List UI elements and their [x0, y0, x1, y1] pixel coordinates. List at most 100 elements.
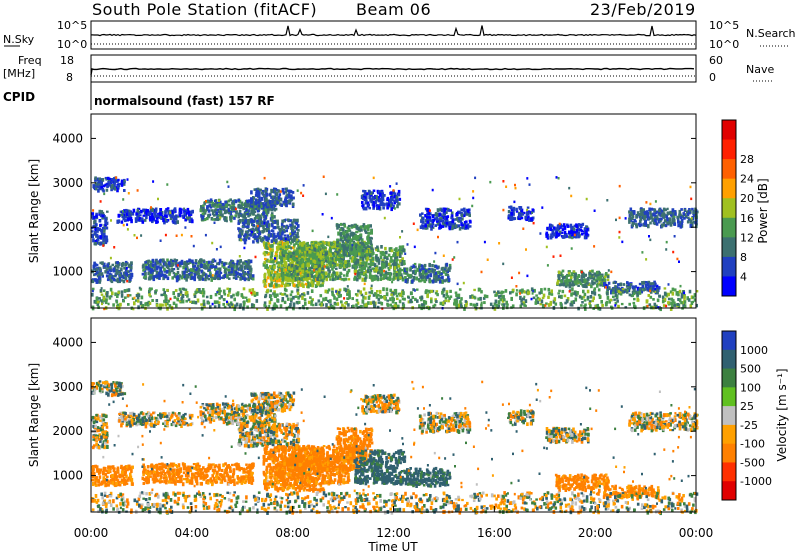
data-cell	[368, 271, 372, 276]
data-cell	[457, 296, 460, 300]
data-cell	[298, 253, 301, 256]
data-cell	[174, 216, 178, 221]
data-cell	[454, 224, 458, 229]
data-cell	[654, 282, 657, 286]
data-cell	[105, 235, 108, 239]
data-cell	[318, 255, 321, 259]
data-cell	[510, 214, 513, 219]
data-cell	[111, 184, 114, 187]
data-cell	[507, 215, 511, 220]
data-cell	[401, 257, 404, 260]
data-cell	[104, 176, 108, 180]
data-cell	[95, 263, 99, 267]
data-cell	[337, 292, 340, 297]
data-cell	[286, 234, 290, 239]
data-cell	[94, 223, 98, 227]
data-cell	[691, 224, 694, 228]
data-cell	[450, 211, 454, 216]
data-cell	[688, 211, 691, 215]
data-cell	[401, 277, 405, 282]
data-cell	[423, 275, 427, 279]
data-cell	[338, 248, 341, 252]
data-cell	[316, 255, 319, 258]
data-cell	[158, 275, 161, 280]
data-cell	[353, 242, 356, 246]
data-cell	[280, 283, 284, 288]
data-cell	[645, 281, 648, 284]
data-cell	[367, 224, 370, 228]
data-cell	[327, 241, 331, 246]
data-cell	[171, 268, 174, 272]
noise-right-label: N.Search	[746, 27, 796, 40]
data-cell	[290, 194, 293, 198]
data-cell	[450, 216, 453, 220]
data-cell	[154, 215, 158, 218]
data-cell	[653, 288, 656, 291]
data-cell	[149, 270, 153, 274]
data-cell	[371, 259, 375, 263]
data-cell	[324, 259, 328, 263]
data-cell	[336, 244, 339, 248]
data-cell	[292, 245, 296, 249]
data-cell	[116, 189, 119, 193]
data-cell	[139, 214, 142, 217]
data-cell	[175, 214, 178, 217]
data-cell	[308, 248, 312, 252]
data-cell	[310, 275, 314, 278]
data-cell	[246, 211, 250, 216]
data-cell	[284, 266, 287, 270]
data-cell	[91, 212, 95, 215]
data-cell	[370, 249, 373, 253]
data-cell	[445, 215, 449, 220]
data-cell	[359, 233, 362, 237]
data-cell	[262, 194, 266, 198]
data-cell	[448, 263, 452, 268]
data-cell	[338, 243, 342, 247]
data-cell	[389, 264, 392, 267]
data-cell	[310, 253, 314, 257]
data-cell	[444, 217, 447, 220]
data-cell	[348, 263, 351, 268]
data-cell	[367, 266, 370, 271]
data-cell	[421, 272, 425, 276]
data-cell	[393, 192, 396, 195]
data-cell	[180, 208, 183, 211]
data-cell	[293, 268, 296, 272]
data-cell	[468, 213, 471, 218]
data-cell	[678, 221, 682, 224]
data-cell	[239, 260, 242, 264]
data-cell	[383, 254, 387, 259]
data-cell	[188, 258, 191, 263]
data-cell	[299, 258, 303, 262]
data-cell	[353, 224, 356, 229]
data-cell	[301, 259, 305, 264]
data-cell	[258, 196, 261, 201]
data-cell	[306, 258, 310, 262]
data-cell	[575, 223, 578, 227]
data-cell	[236, 260, 239, 265]
data-cell	[120, 181, 124, 185]
data-cell	[329, 246, 332, 251]
data-cell	[285, 282, 288, 286]
data-cell	[113, 266, 117, 270]
data-cell	[214, 274, 217, 279]
data-cell	[591, 280, 594, 285]
data-cell	[138, 219, 142, 222]
data-cell	[264, 194, 268, 197]
data-cell	[595, 280, 599, 283]
data-cell	[271, 264, 275, 268]
data-cell	[291, 232, 295, 236]
data-cell	[610, 289, 613, 293]
data-cell	[542, 293, 546, 298]
data-cell	[136, 296, 140, 300]
data-cell	[342, 249, 346, 254]
data-cell	[191, 219, 194, 224]
data-cell	[664, 223, 668, 228]
data-cell	[593, 272, 596, 275]
data-cell	[673, 301, 676, 306]
data-cell	[105, 226, 109, 230]
data-cell	[289, 196, 293, 200]
data-cell	[270, 251, 274, 255]
data-cell	[460, 213, 464, 218]
data-cell	[557, 232, 561, 237]
